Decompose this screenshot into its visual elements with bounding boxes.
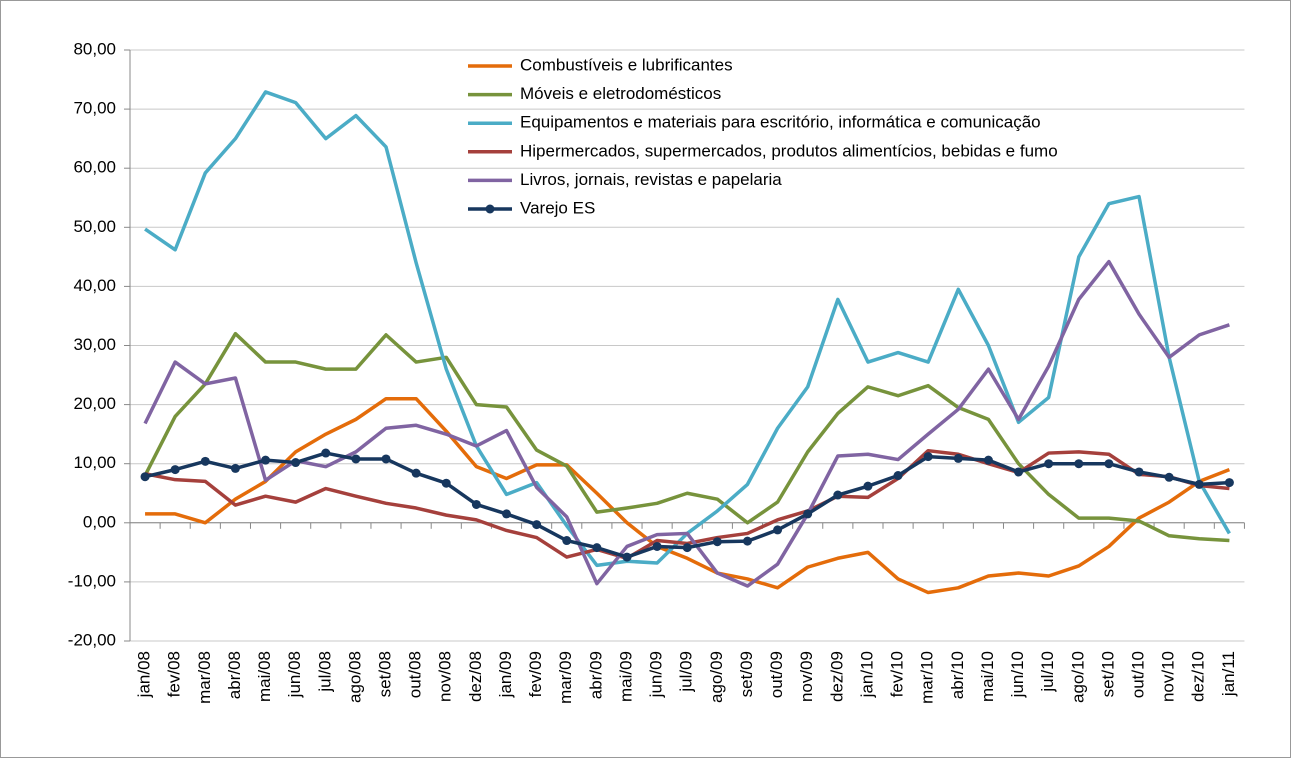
x-tick-label: set/08 bbox=[376, 651, 395, 697]
x-tick-label: jan/11 bbox=[1219, 651, 1238, 697]
x-tick-label: ago/08 bbox=[345, 651, 364, 703]
data-point bbox=[1164, 472, 1174, 482]
legend-label: Equipamentos e materiais para escritório… bbox=[520, 113, 1041, 132]
data-point bbox=[682, 543, 692, 553]
series-line bbox=[143, 331, 1230, 543]
x-tick-label: mai/08 bbox=[255, 651, 274, 702]
x-tick-label: ago/09 bbox=[707, 651, 726, 703]
x-tick-label: mai/10 bbox=[978, 651, 997, 702]
x-tick-label: out/08 bbox=[406, 651, 425, 698]
x-tick-label: nov/09 bbox=[797, 651, 816, 702]
data-point bbox=[471, 499, 481, 509]
data-point bbox=[712, 537, 722, 547]
x-tick-label: fev/10 bbox=[888, 651, 907, 697]
x-tick-label: abr/08 bbox=[225, 651, 244, 699]
data-point bbox=[1044, 459, 1054, 469]
data-point bbox=[441, 478, 451, 488]
data-point bbox=[622, 552, 632, 562]
x-tick-label: nov/08 bbox=[436, 651, 455, 702]
data-point bbox=[1224, 478, 1234, 488]
x-tick-label: set/09 bbox=[737, 651, 756, 697]
y-tick-label: 60,00 bbox=[73, 158, 116, 177]
x-tick-label: mar/09 bbox=[556, 651, 575, 704]
x-tick-label: dez/10 bbox=[1189, 651, 1208, 702]
data-point bbox=[1134, 467, 1144, 477]
y-tick-label: 30,00 bbox=[73, 335, 116, 354]
x-tick-label: jun/08 bbox=[285, 651, 304, 698]
data-point bbox=[742, 536, 752, 546]
x-tick-label: jul/08 bbox=[315, 651, 334, 693]
y-tick-label: 10,00 bbox=[73, 453, 116, 472]
x-tick-label: set/10 bbox=[1098, 651, 1117, 697]
x-tick-label: jan/08 bbox=[135, 651, 154, 698]
data-point bbox=[261, 455, 271, 465]
y-tick-label: 70,00 bbox=[73, 99, 116, 118]
data-point bbox=[170, 465, 180, 475]
series-line bbox=[143, 259, 1230, 588]
y-tick-label: 0,00 bbox=[83, 512, 116, 531]
data-point bbox=[833, 490, 843, 500]
data-point bbox=[411, 468, 421, 478]
data-point bbox=[140, 472, 150, 482]
legend-label: Móveis e eletrodomésticos bbox=[520, 84, 721, 103]
data-point bbox=[1074, 459, 1084, 469]
data-point bbox=[803, 509, 813, 519]
y-tick-label: -10,00 bbox=[68, 571, 116, 590]
x-tick-label: dez/08 bbox=[466, 651, 485, 702]
x-tick-label: jun/10 bbox=[1008, 651, 1027, 698]
y-tick-label: -20,00 bbox=[68, 630, 116, 649]
data-point bbox=[863, 481, 873, 491]
x-tick-label: dez/09 bbox=[827, 651, 846, 702]
x-tick-label: mar/10 bbox=[918, 651, 937, 704]
data-point bbox=[1194, 479, 1204, 489]
y-tick-label: 80,00 bbox=[73, 39, 116, 58]
data-point bbox=[652, 541, 662, 551]
x-tick-label: jul/10 bbox=[1038, 651, 1057, 693]
y-tick-label: 50,00 bbox=[73, 217, 116, 236]
x-tick-label: out/09 bbox=[767, 651, 786, 698]
x-tick-label: jul/09 bbox=[677, 651, 696, 693]
data-point bbox=[773, 525, 783, 535]
legend-label: Combustíveis e lubrificantes bbox=[520, 55, 733, 74]
data-point bbox=[291, 458, 301, 468]
x-tick-label: mar/08 bbox=[195, 651, 214, 704]
data-point bbox=[351, 454, 361, 464]
data-point bbox=[923, 452, 933, 462]
x-tick-label: jan/10 bbox=[857, 651, 876, 698]
data-point bbox=[1104, 459, 1114, 469]
legend-label: Hipermercados, supermercados, produtos a… bbox=[520, 141, 1058, 160]
x-tick-label: ago/10 bbox=[1068, 651, 1087, 703]
x-tick-label: abr/09 bbox=[586, 651, 605, 699]
data-point bbox=[321, 448, 331, 458]
data-point bbox=[1014, 467, 1024, 477]
data-point bbox=[532, 520, 542, 530]
data-point bbox=[953, 453, 963, 463]
x-tick-label: abr/10 bbox=[948, 651, 967, 699]
data-point bbox=[502, 509, 511, 519]
data-point bbox=[230, 463, 240, 473]
x-tick-label: nov/10 bbox=[1159, 651, 1178, 702]
x-tick-label: jan/09 bbox=[496, 651, 515, 698]
data-point bbox=[893, 471, 903, 481]
x-tick-label: jun/09 bbox=[647, 651, 666, 698]
x-tick-label: fev/08 bbox=[165, 651, 184, 697]
series-line bbox=[145, 396, 1231, 595]
x-tick-label: mai/09 bbox=[616, 651, 635, 702]
y-tick-label: 40,00 bbox=[73, 276, 116, 295]
legend-label: Varejo ES bbox=[520, 198, 595, 217]
data-point bbox=[592, 543, 602, 553]
x-tick-label: fev/09 bbox=[526, 651, 545, 697]
legend-label: Livros, jornais, revistas e papelaria bbox=[520, 170, 782, 189]
data-point bbox=[381, 454, 391, 464]
x-tick-label: out/10 bbox=[1129, 651, 1148, 698]
data-point bbox=[983, 455, 993, 465]
data-point bbox=[562, 536, 572, 546]
y-tick-label: 20,00 bbox=[73, 394, 116, 413]
data-point bbox=[200, 456, 210, 466]
legend-marker bbox=[485, 204, 495, 214]
